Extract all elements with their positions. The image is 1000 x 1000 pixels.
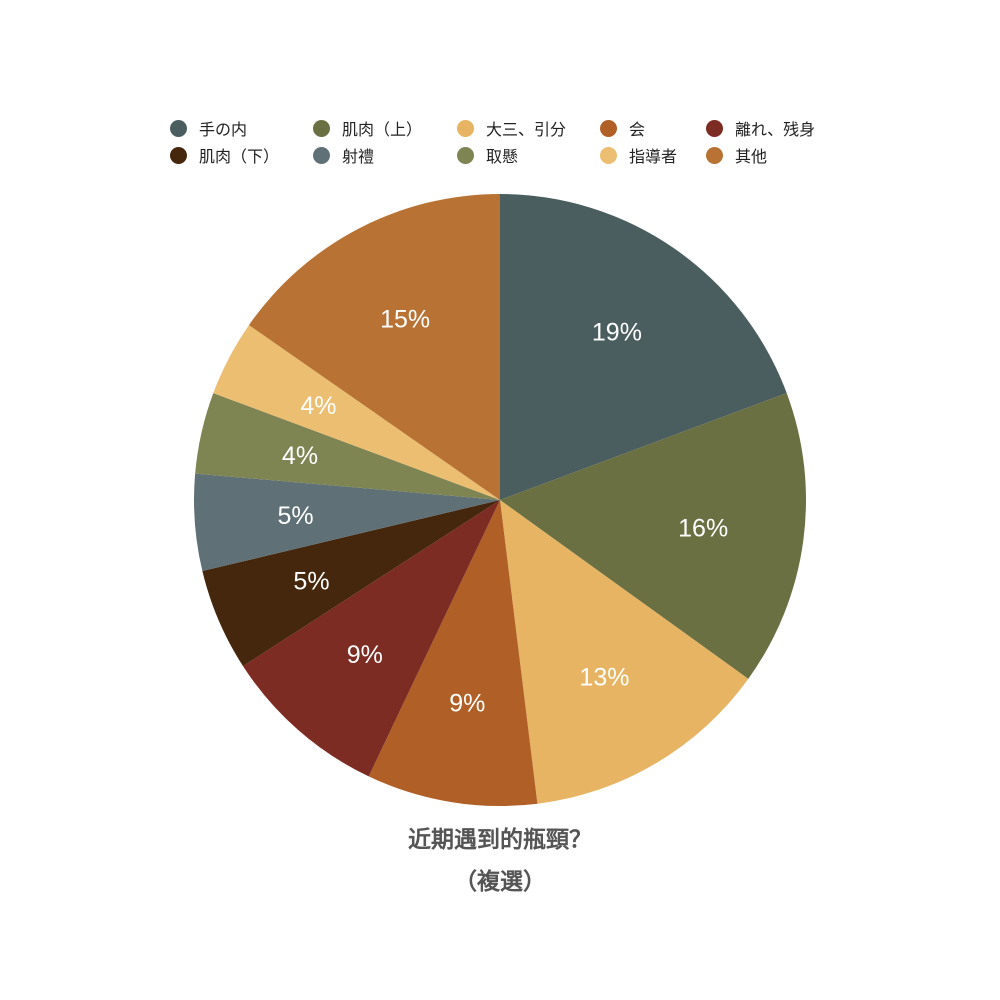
slice-label-7: 4% (282, 442, 318, 470)
legend-label: 取懸 (486, 147, 519, 166)
legend-label: 離れ、残身 (735, 120, 816, 139)
slice-label-5: 5% (293, 568, 329, 596)
pie-slice-6 (194, 473, 500, 572)
legend-label: 肌肉（上） (342, 120, 423, 139)
slice-label-6: 5% (277, 502, 313, 530)
legend-item: 射禮 (313, 143, 374, 167)
chart-title-line-2: （複選） (454, 869, 546, 895)
legend-item: 手の内 (170, 116, 247, 140)
slice-label-4: 9% (347, 641, 383, 669)
legend-swatch (706, 119, 723, 137)
slice-label-2: 13% (579, 663, 629, 691)
legend-swatch (457, 119, 474, 137)
legend-item: 其他 (706, 143, 767, 167)
legend-item: 大三、引分 (457, 116, 566, 140)
legend-label: 肌肉（下） (199, 147, 280, 166)
pie-slice-5 (202, 500, 500, 667)
legend-label: 其他 (735, 147, 768, 166)
slice-label-0: 19% (592, 319, 642, 347)
legend-item: 指導者 (600, 143, 677, 167)
pie-slice-9 (248, 194, 500, 500)
legend-item: 肌肉（下） (170, 143, 279, 167)
pie-slice-2 (500, 500, 749, 804)
legend-swatch (600, 146, 617, 164)
slice-label-1: 16% (678, 514, 728, 542)
legend-swatch (313, 119, 330, 137)
slice-label-8: 4% (300, 392, 336, 420)
legend-label: 手の内 (199, 120, 248, 139)
legend-item: 会 (600, 116, 645, 140)
legend-swatch (170, 119, 187, 137)
legend-label: 会 (629, 120, 646, 139)
slice-label-9: 15% (380, 305, 430, 333)
legend-item: 離れ、残身 (706, 116, 815, 140)
legend-swatch (313, 146, 330, 164)
pie-slice-0 (500, 194, 787, 500)
pie-slice-1 (500, 393, 806, 679)
legend-item: 取懸 (457, 143, 518, 167)
legend-label: 大三、引分 (486, 120, 567, 139)
legend-label: 指導者 (629, 147, 678, 166)
slice-label-3: 9% (449, 689, 485, 717)
legend-item: 肌肉（上） (313, 116, 422, 140)
chart-title-line-1: 近期遇到的瓶頸？ (408, 827, 592, 853)
legend-label: 射禮 (342, 147, 375, 166)
pie-slice-4 (243, 500, 500, 777)
pie-slice-3 (368, 500, 538, 806)
pie-slice-8 (213, 325, 500, 500)
legend-swatch (600, 119, 617, 137)
legend-swatch (457, 146, 474, 164)
legend-swatch (706, 146, 723, 164)
legend-swatch (170, 146, 187, 164)
pie-slice-7 (195, 393, 500, 500)
